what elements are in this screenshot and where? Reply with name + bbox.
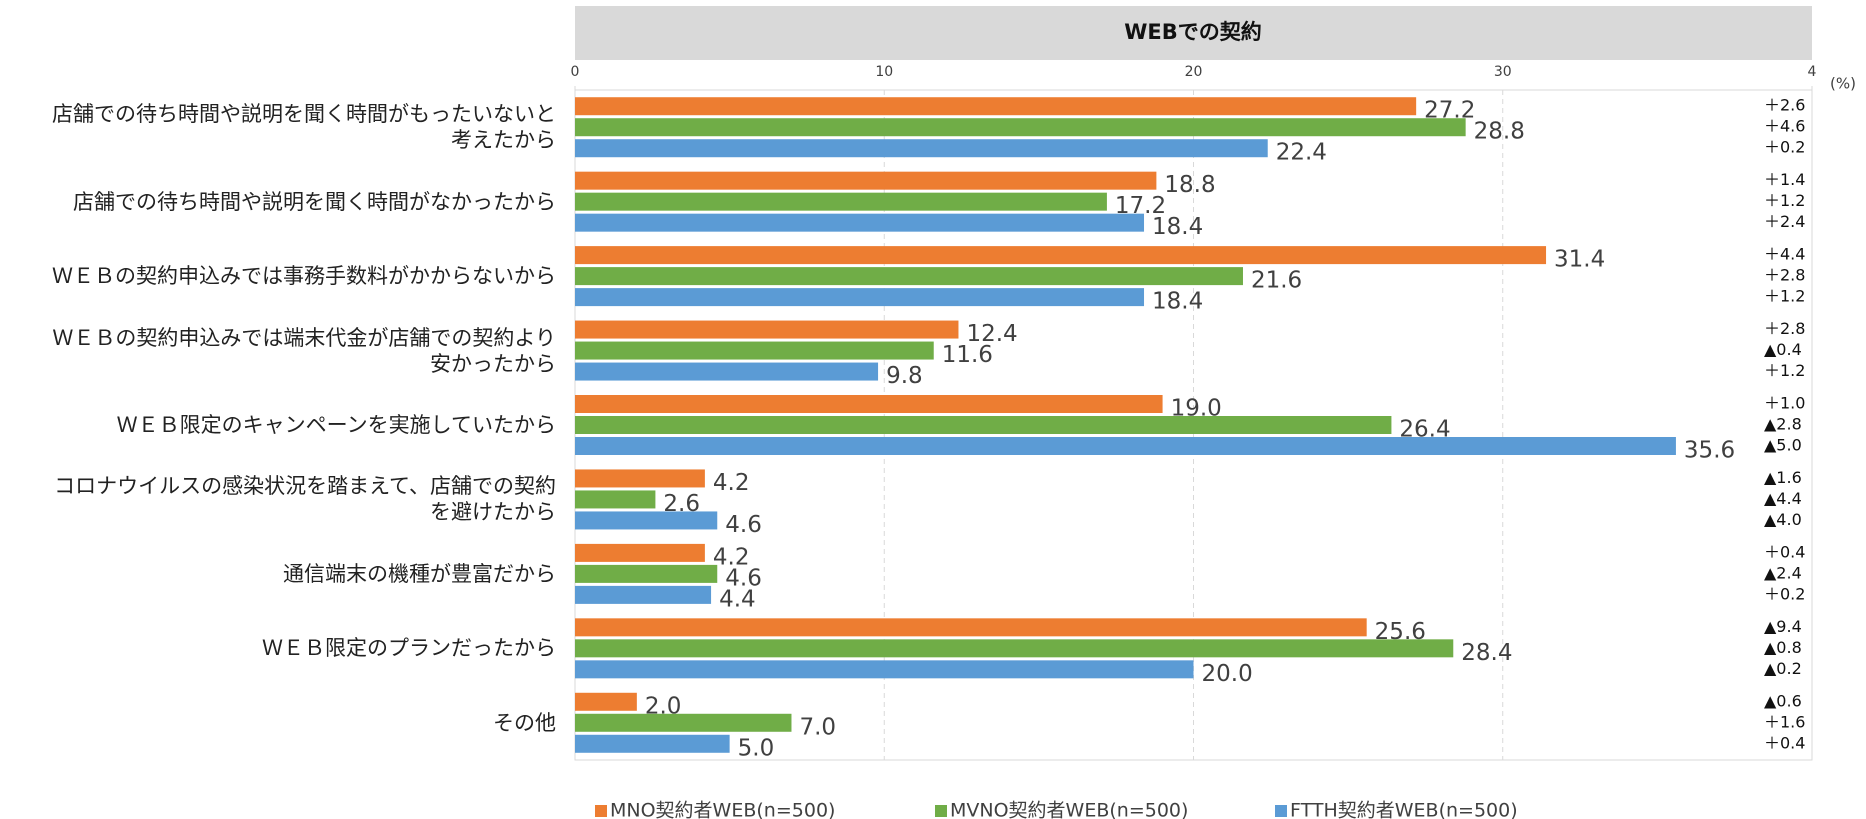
bar: [575, 437, 1676, 455]
value-label: 18.4: [1152, 214, 1203, 240]
bar: [575, 97, 1417, 116]
change-label: ▲1.6: [1764, 468, 1802, 487]
category-label: ＷＥＢ限定のキャンペーンを実施していたから: [116, 413, 556, 437]
bar: [575, 543, 705, 562]
category-label: ＷＥＢの契約申込みでは事務手数料がかからないから: [52, 264, 556, 289]
change-label: ▲0.2: [1764, 659, 1802, 678]
x-tick-label: 30: [1494, 64, 1512, 80]
value-label: 4.4: [719, 586, 756, 612]
value-label: 4.6: [725, 512, 762, 538]
bar: [575, 713, 792, 732]
change-label: ▲4.0: [1764, 510, 1802, 529]
change-label: ▲2.4: [1764, 563, 1802, 582]
bar: [575, 192, 1107, 211]
value-label: 4.2: [713, 544, 750, 570]
bar: [575, 692, 637, 711]
legend-label: FTTH契約者WEB(n=500): [1290, 800, 1518, 819]
value-label: 4.6: [725, 565, 762, 591]
bar: [575, 511, 718, 530]
change-label: ＋4.6: [1764, 117, 1805, 136]
value-label: 9.8: [886, 363, 923, 389]
bar: [575, 490, 656, 509]
unit-label: (%): [1830, 75, 1856, 93]
change-label: ＋1.2: [1764, 361, 1805, 380]
category-label: ＷＥＢ限定のプランだったから: [262, 636, 556, 661]
change-label: ＋0.2: [1764, 584, 1805, 603]
bar: [575, 118, 1466, 137]
change-label: ＋0.4: [1764, 733, 1805, 752]
category-label: 店舗での待ち時間や説明を聞く時間がもったいないと考えたから: [52, 102, 556, 153]
bar: [575, 246, 1547, 265]
value-label: 35.6: [1684, 438, 1735, 464]
change-label: ＋2.6: [1764, 96, 1805, 115]
bar: [575, 734, 730, 753]
bar: [575, 585, 712, 604]
change-label: ＋1.6: [1764, 712, 1805, 731]
legend-swatch: [595, 805, 607, 817]
change-label: ▲5.0: [1764, 436, 1802, 455]
bar: [575, 320, 959, 339]
bar: [575, 416, 1392, 434]
value-label: 7.0: [799, 714, 836, 740]
value-label: 31.4: [1554, 247, 1605, 273]
change-label: ＋2.4: [1764, 212, 1805, 231]
value-label: 21.6: [1251, 268, 1302, 294]
value-label: 18.8: [1164, 172, 1215, 198]
change-label: ＋0.2: [1764, 138, 1805, 157]
value-label: 12.4: [966, 321, 1017, 347]
bar: [575, 267, 1243, 286]
category-label: ＷＥＢの契約申込みでは端末代金が店舗での契約より安かったから: [52, 325, 556, 376]
legend-swatch: [1275, 805, 1287, 817]
bar: [575, 213, 1145, 232]
category-label: 通信端末の機種が豊富だから: [283, 561, 556, 586]
x-tick-label: 10: [875, 64, 893, 80]
value-label: 28.4: [1461, 640, 1512, 666]
category-label: その他: [493, 710, 556, 735]
change-label: ▲0.4: [1764, 340, 1802, 359]
value-label: 18.4: [1152, 289, 1203, 315]
change-label: ▲0.6: [1764, 691, 1802, 710]
value-label: 4.2: [713, 470, 750, 496]
value-label: 20.0: [1202, 661, 1253, 687]
category-label: コロナウイルスの感染状況を踏まえて、店舗での契約を避けたから: [54, 474, 556, 525]
x-tick-label: 20: [1185, 64, 1203, 80]
change-label: ▲9.4: [1764, 617, 1802, 636]
bar: [575, 660, 1194, 679]
legend-label: MNO契約者WEB(n=500): [610, 800, 835, 819]
bar: [575, 469, 705, 488]
legend-swatch: [935, 805, 947, 817]
change-label: ＋1.4: [1764, 170, 1805, 189]
change-label: ＋0.4: [1764, 542, 1805, 561]
change-label: ＋1.2: [1764, 287, 1805, 306]
value-label: 22.4: [1276, 140, 1327, 166]
bar: [575, 341, 934, 360]
value-label: 5.0: [738, 735, 775, 761]
value-label: 11.6: [942, 342, 993, 368]
bar: [575, 618, 1367, 637]
change-label: ▲2.8: [1764, 415, 1802, 434]
bar: [575, 139, 1268, 158]
header-box: [575, 6, 1812, 60]
value-label: 28.8: [1474, 119, 1525, 145]
change-label: ▲0.8: [1764, 638, 1802, 657]
bar: [575, 564, 718, 583]
bar: [575, 171, 1157, 190]
change-label: ▲4.4: [1764, 489, 1802, 508]
change-label: ＋1.2: [1764, 191, 1805, 210]
change-label: ＋4.4: [1764, 245, 1805, 264]
bar: [575, 395, 1163, 413]
chart-title: WEBでの契約: [1124, 20, 1262, 44]
x-tick-label: 4: [1808, 64, 1817, 80]
change-label: ＋2.8: [1764, 266, 1805, 285]
bar: [575, 362, 879, 381]
legend-label: MVNO契約者WEB(n=500): [950, 800, 1188, 819]
bar: [575, 639, 1454, 658]
x-tick-label: 0: [571, 64, 580, 80]
bar: [575, 288, 1145, 307]
change-label: ＋1.0: [1764, 394, 1805, 413]
category-label: 店舗での待ち時間や説明を聞く時間がなかったから: [73, 189, 556, 214]
change-label: ＋2.8: [1764, 319, 1805, 338]
